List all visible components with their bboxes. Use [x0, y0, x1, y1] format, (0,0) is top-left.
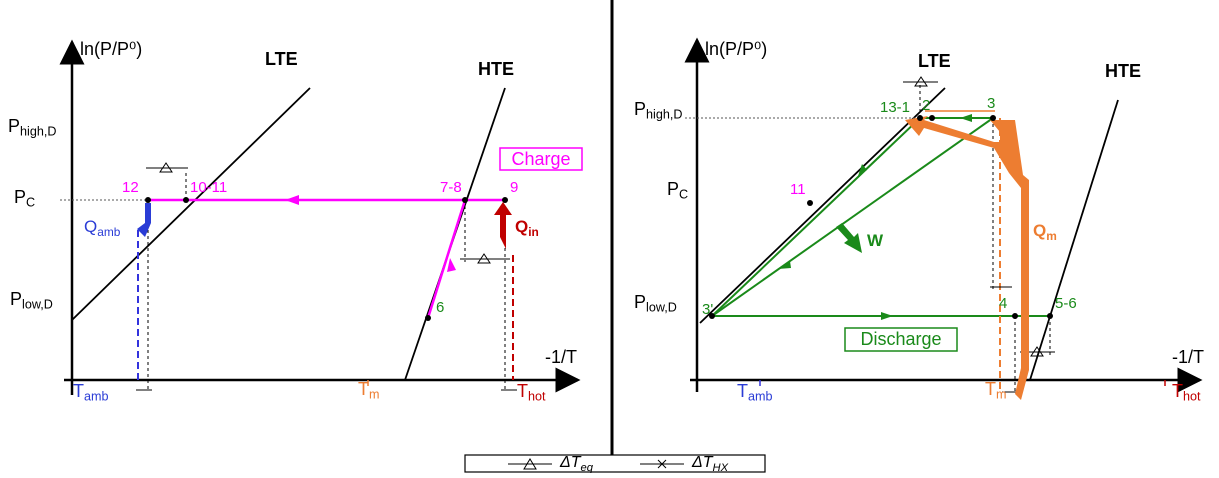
temperature-label: Thot — [517, 381, 546, 404]
heat-label-main: Q — [1033, 221, 1046, 240]
heat-label: Qm — [1033, 221, 1057, 243]
point-label: 2 — [922, 97, 930, 114]
right-shapes — [684, 37, 1203, 400]
heat-label: W — [867, 231, 884, 250]
temperature-label-main: T — [73, 381, 84, 401]
pressure-label-sub: low,D — [22, 298, 53, 312]
point-label: 9 — [510, 179, 518, 196]
point-label: 7-8 — [440, 179, 462, 196]
pressure-label-main: P — [667, 179, 679, 199]
legend-label-sub: eq — [581, 462, 594, 473]
heat-label-sub: m — [1046, 229, 1057, 243]
temperature-label-sub: m — [369, 388, 380, 402]
pressure-label-main: P — [634, 99, 646, 119]
point-label: 13-1 — [880, 99, 910, 116]
pressure-label-main: P — [8, 116, 20, 136]
pressure-label: Phigh,D — [8, 116, 56, 139]
temperature-label-main: T — [1172, 381, 1183, 401]
heat-label-sub: in — [528, 225, 539, 239]
heat-label: Qin — [515, 217, 539, 239]
point-label: 11 — [790, 181, 806, 198]
pressure-label-main: P — [10, 289, 22, 309]
heat-label-main: Q — [515, 217, 528, 236]
temperature-label: Tm — [985, 379, 1007, 402]
point-label: 6 — [436, 299, 444, 316]
right-points — [709, 115, 1053, 319]
temperature-label-main: T — [517, 381, 528, 401]
y-axis-label: ln(P/P⁰) — [705, 39, 767, 59]
process-label: Charge — [511, 149, 570, 169]
pressure-label-main: P — [14, 187, 26, 207]
temperature-label-sub: amb — [84, 390, 109, 404]
legend-label: ΔTHX — [691, 454, 729, 473]
pressure-label: Phigh,D — [634, 99, 682, 122]
pressure-label-main: P — [634, 292, 646, 312]
pressure-label: Plow,D — [10, 289, 53, 312]
temperature-label-main: T — [737, 381, 748, 401]
heat-label-main: Q — [84, 217, 97, 236]
point-label: 3 — [987, 95, 995, 112]
left-shapes — [59, 39, 583, 395]
point-label: 3' — [702, 301, 713, 318]
point-label: 10-11 — [190, 179, 227, 196]
pressure-label: PC — [14, 187, 35, 210]
x-axis-label: -1/T — [1172, 347, 1204, 367]
x-axis-label: -1/T — [545, 347, 577, 367]
pressure-label-sub: high,D — [20, 125, 56, 139]
temperature-label: Tamb — [737, 381, 773, 404]
temperature-label-sub: hot — [1183, 390, 1201, 404]
pressure-label-sub: C — [26, 196, 35, 210]
legend-symbols — [508, 458, 684, 470]
legend-label: ΔTeq — [559, 454, 594, 473]
curve-label: LTE — [918, 51, 951, 71]
curve-label: HTE — [478, 59, 514, 79]
curve-label: LTE — [265, 49, 298, 69]
point-label: 12 — [122, 179, 139, 196]
pressure-label-sub: C — [679, 188, 688, 202]
pressure-label-sub: low,D — [646, 301, 677, 315]
temperature-label: Tm — [358, 379, 380, 402]
pressure-label: PC — [667, 179, 688, 202]
legend-box — [464, 454, 766, 473]
temperature-label: Tamb — [73, 381, 109, 404]
temperature-label-sub: amb — [748, 390, 773, 404]
temperature-label-sub: hot — [528, 390, 546, 404]
point-label: 5-6 — [1055, 295, 1077, 312]
y-axis-label: ln(P/P⁰) — [80, 39, 142, 59]
left-points — [145, 197, 508, 321]
temperature-label-sub: m — [996, 388, 1007, 402]
point-label: 4 — [999, 295, 1007, 312]
heat-label: Qamb — [84, 217, 121, 239]
curve-label: HTE — [1105, 61, 1141, 81]
heat-label-main: W — [867, 231, 884, 250]
temperature-label-main: T — [985, 379, 996, 399]
heat-label-sub: amb — [97, 225, 121, 239]
pressure-label-sub: high,D — [646, 108, 682, 122]
legend-label-main: ΔT — [559, 454, 582, 471]
temperature-label-main: T — [358, 379, 369, 399]
temperature-label: Thot — [1172, 381, 1201, 404]
legend-label-main: ΔT — [691, 454, 714, 471]
process-label: Discharge — [860, 329, 941, 349]
pressure-label: Plow,D — [634, 292, 677, 315]
legend-label-sub: HX — [713, 462, 729, 473]
